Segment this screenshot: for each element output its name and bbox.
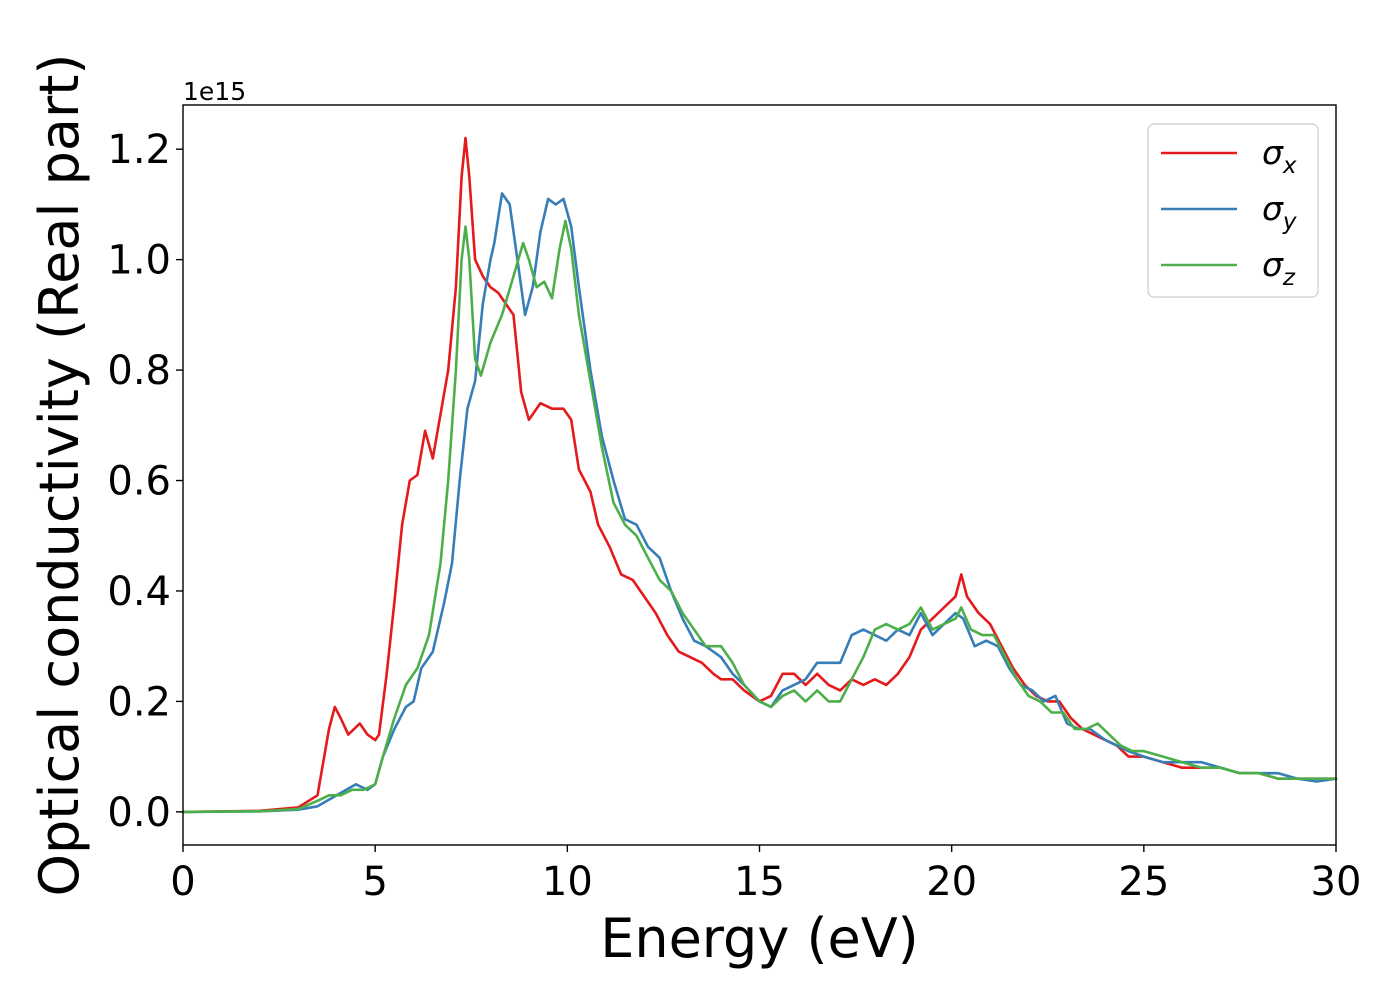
y-tick-label: 1.2 <box>107 127 171 173</box>
x-axis-title: Energy (eV) <box>600 907 919 970</box>
x-tick-label: 30 <box>1311 859 1362 905</box>
y-tick-label: 0.0 <box>107 790 171 836</box>
legend-box <box>1147 123 1319 298</box>
y-tick-label: 0.2 <box>107 679 171 725</box>
series-layer <box>181 136 1338 814</box>
x-tick-label: 15 <box>734 859 785 905</box>
legend-label-x: σx <box>1262 133 1297 179</box>
series-line-z <box>181 219 1338 814</box>
x-axis: 0 5 10 15 20 25 30 <box>170 845 1361 905</box>
y-tick-label: 0.8 <box>107 348 171 394</box>
y-axis: 0.0 0.2 0.4 0.6 0.8 1.0 1.2 <box>107 127 183 836</box>
x-tick-label: 25 <box>1118 859 1169 905</box>
x-tick-label: 10 <box>542 859 593 905</box>
y-tick-label: 0.4 <box>107 569 171 615</box>
x-tick-label: 20 <box>926 859 977 905</box>
legend: σx σy σz <box>1147 123 1319 298</box>
y-offset-label: 1e15 <box>183 77 246 106</box>
y-tick-label: 0.6 <box>107 459 171 505</box>
x-tick-label: 0 <box>170 859 195 905</box>
y-tick-label: 1.0 <box>107 238 171 284</box>
y-axis-title: Optical conductivity (Real part) <box>28 54 91 897</box>
legend-label-y: σy <box>1262 189 1297 235</box>
x-tick-label: 5 <box>362 859 387 905</box>
series-line-x <box>181 136 1338 814</box>
legend-label-z: σz <box>1262 245 1296 291</box>
